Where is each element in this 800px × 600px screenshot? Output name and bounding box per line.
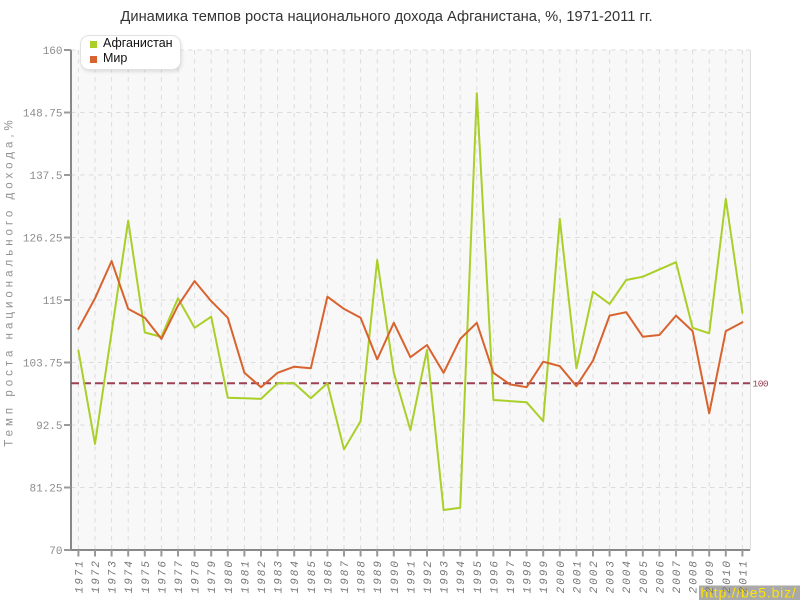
- svg-text:2003: 2003: [606, 559, 618, 593]
- svg-text:2002: 2002: [589, 559, 601, 593]
- svg-text:1990: 1990: [390, 559, 402, 593]
- svg-text:100: 100: [753, 378, 769, 389]
- svg-text:2006: 2006: [655, 559, 667, 593]
- svg-text:1988: 1988: [357, 559, 369, 593]
- svg-text:1979: 1979: [207, 559, 219, 593]
- svg-text:1986: 1986: [323, 559, 335, 593]
- svg-text:2009: 2009: [705, 559, 717, 593]
- svg-text:1994: 1994: [456, 559, 468, 593]
- svg-text:70: 70: [49, 546, 62, 558]
- svg-text:1993: 1993: [440, 559, 452, 593]
- svg-text:Темп роста национального доход: Темп роста национального дохода,%: [4, 116, 16, 447]
- svg-text:http://be5.biz/: http://be5.biz/: [701, 585, 797, 600]
- svg-text:1997: 1997: [506, 559, 518, 593]
- svg-text:2010: 2010: [722, 559, 734, 593]
- svg-text:1992: 1992: [423, 559, 435, 593]
- svg-text:1982: 1982: [257, 559, 269, 593]
- svg-text:Динамика темпов роста национал: Динамика темпов роста национального дохо…: [120, 9, 652, 25]
- svg-text:1980: 1980: [224, 559, 236, 593]
- svg-text:1971: 1971: [74, 559, 86, 593]
- svg-text:1995: 1995: [473, 559, 485, 593]
- svg-text:1996: 1996: [489, 559, 501, 593]
- svg-text:1984: 1984: [290, 559, 302, 593]
- svg-text:1977: 1977: [174, 559, 186, 593]
- svg-text:1974: 1974: [124, 559, 136, 593]
- svg-text:1973: 1973: [108, 559, 120, 593]
- svg-text:1987: 1987: [340, 559, 352, 593]
- svg-text:2007: 2007: [672, 559, 684, 593]
- svg-text:1981: 1981: [240, 559, 252, 593]
- svg-text:1991: 1991: [406, 559, 418, 593]
- svg-text:1998: 1998: [523, 559, 535, 593]
- svg-text:1999: 1999: [539, 559, 551, 593]
- svg-text:126.25: 126.25: [23, 234, 63, 246]
- svg-text:1976: 1976: [157, 559, 169, 593]
- svg-text:2008: 2008: [689, 559, 701, 593]
- svg-text:81.25: 81.25: [29, 484, 62, 496]
- svg-text:115: 115: [43, 296, 63, 308]
- svg-text:1978: 1978: [191, 559, 203, 593]
- svg-text:1975: 1975: [141, 559, 153, 593]
- svg-text:1972: 1972: [91, 559, 103, 593]
- svg-text:148.75: 148.75: [23, 109, 63, 121]
- svg-text:137.5: 137.5: [29, 171, 62, 183]
- svg-text:2001: 2001: [572, 559, 584, 593]
- svg-text:2011: 2011: [738, 559, 750, 593]
- svg-text:103.75: 103.75: [23, 359, 63, 371]
- svg-text:1985: 1985: [307, 559, 319, 593]
- svg-text:160: 160: [43, 46, 63, 58]
- svg-text:2000: 2000: [556, 559, 568, 593]
- svg-text:92.5: 92.5: [36, 421, 62, 433]
- svg-text:1989: 1989: [373, 559, 385, 593]
- svg-text:1983: 1983: [274, 559, 286, 593]
- svg-text:2004: 2004: [622, 559, 634, 593]
- svg-text:2005: 2005: [639, 559, 651, 593]
